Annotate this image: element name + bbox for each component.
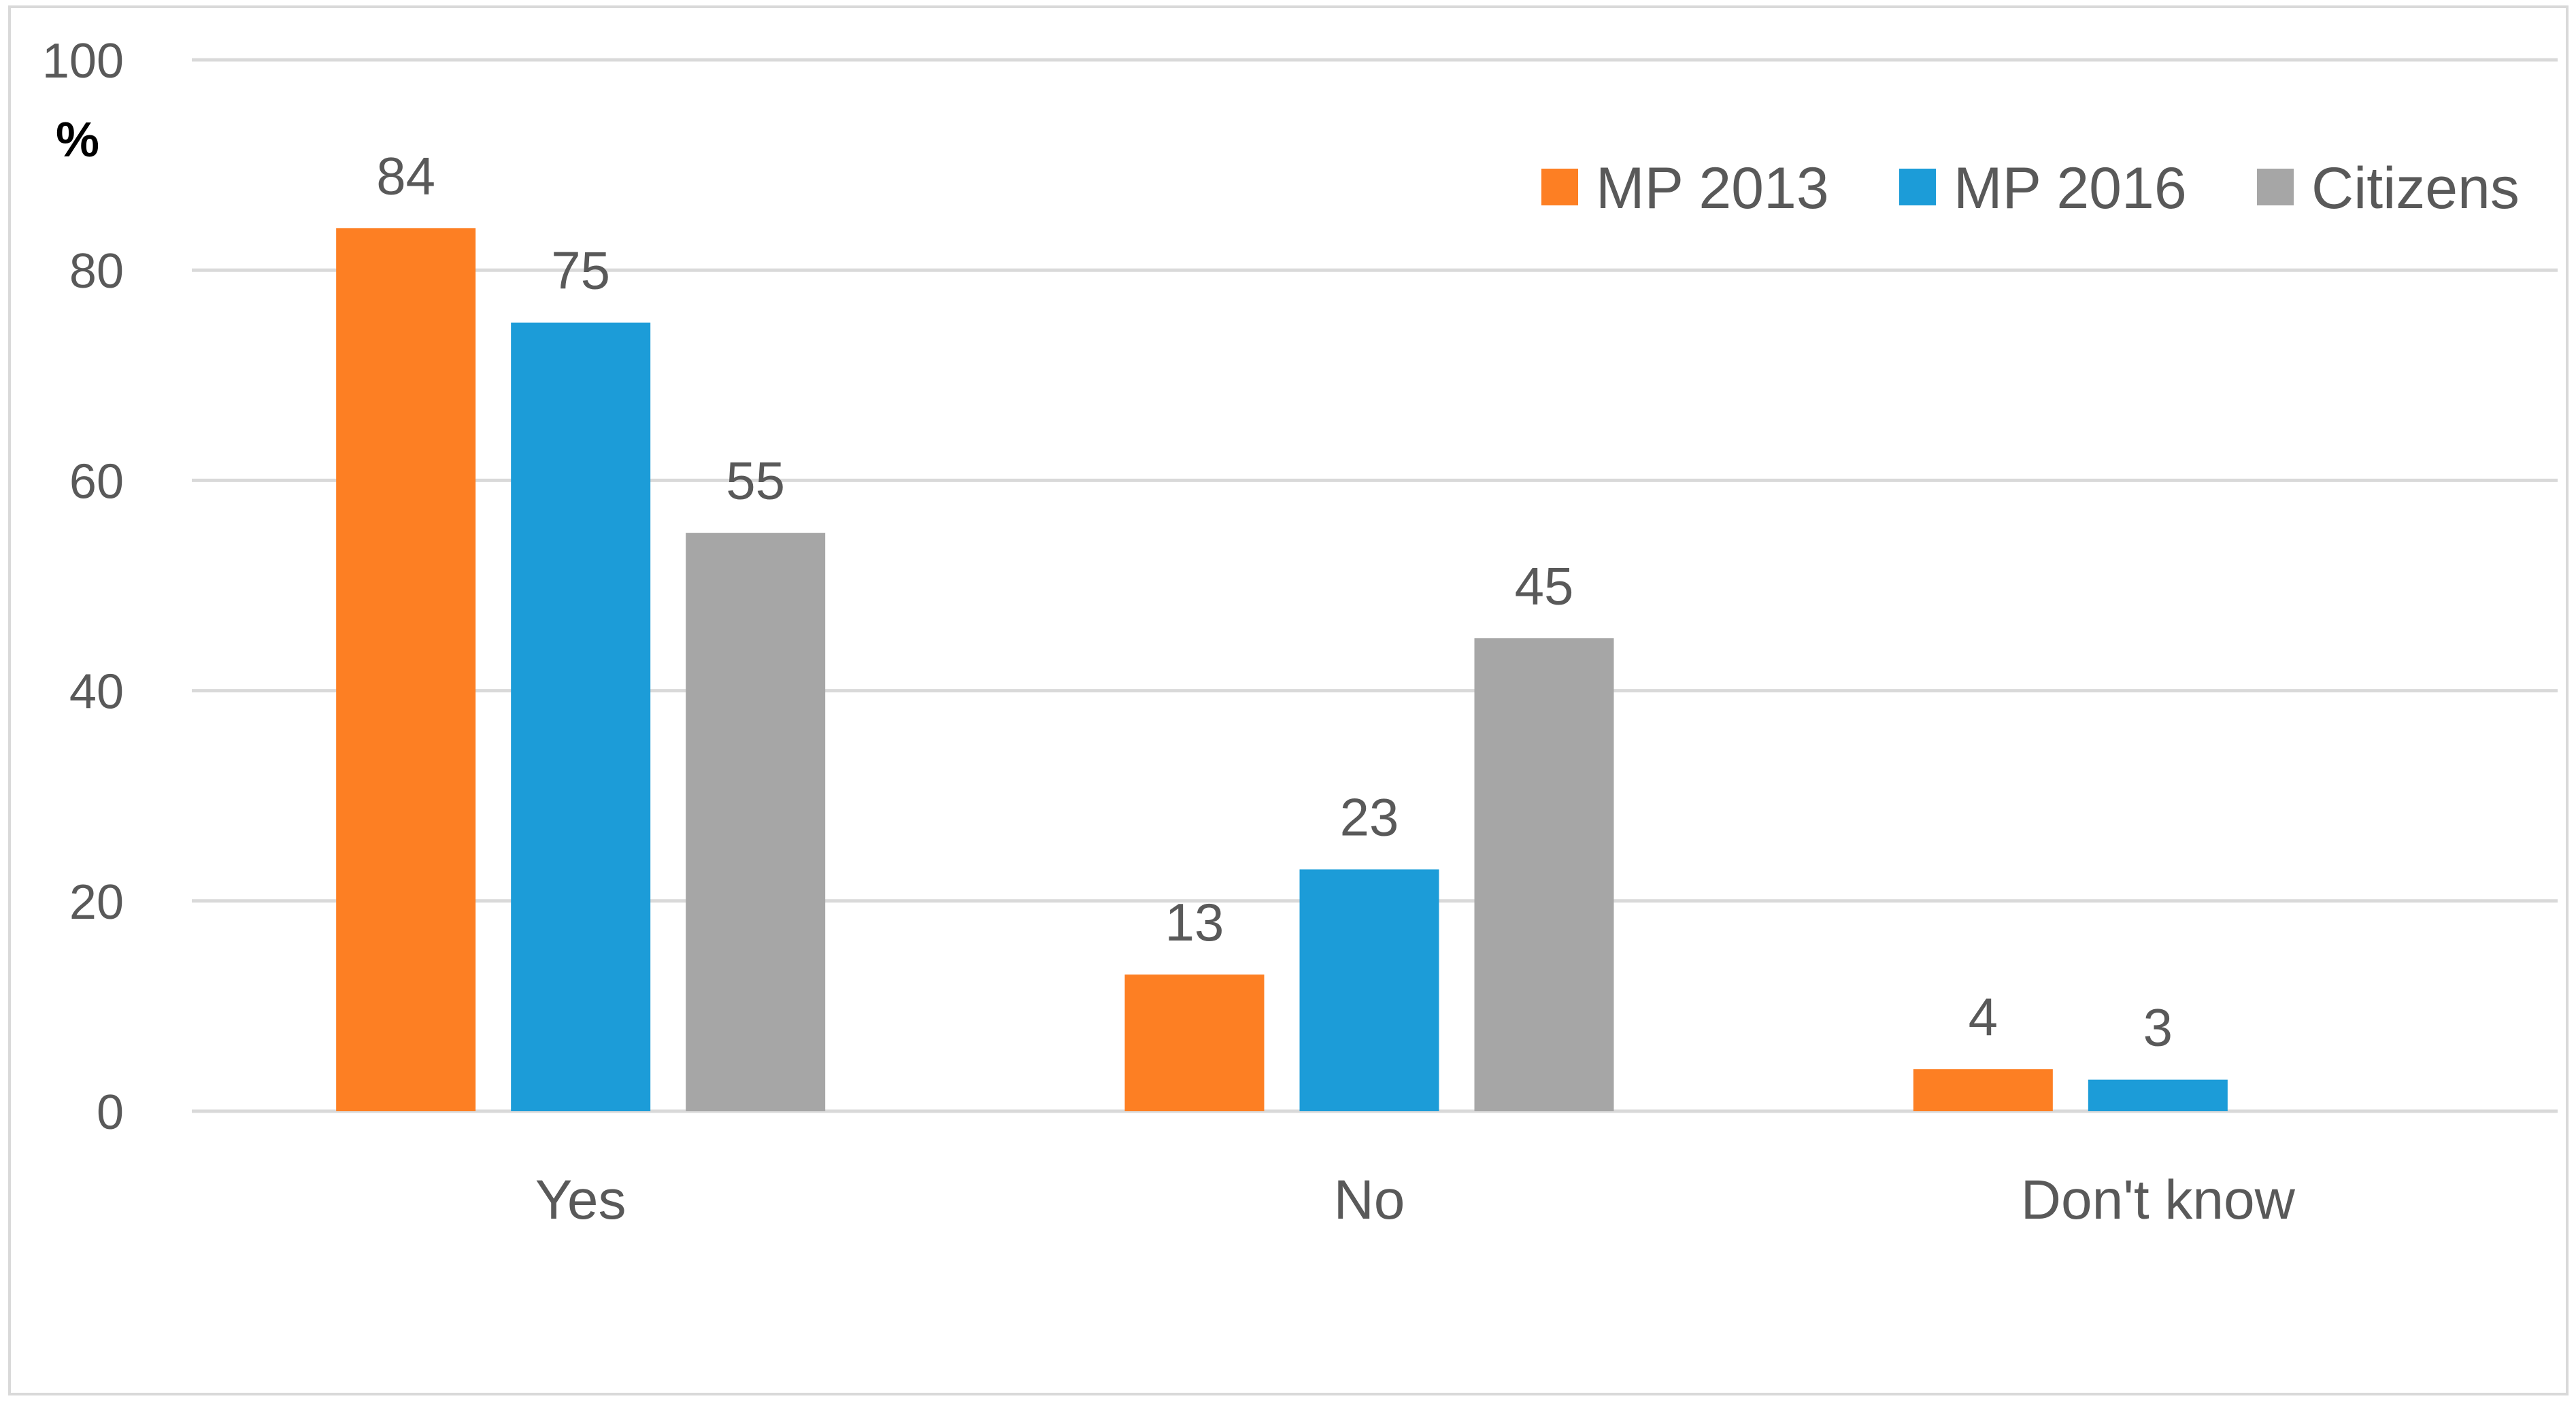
bars	[336, 228, 2228, 1111]
data-label: 75	[551, 241, 610, 301]
data-labels: 84 75 55 13 23 45 4 3	[376, 146, 2173, 1057]
bar-mp-2016-don-t-know	[2088, 1079, 2228, 1111]
y-tick-label: 40	[69, 665, 124, 720]
y-tick-label: 60	[69, 454, 124, 509]
data-label: 23	[1340, 787, 1399, 847]
data-label: 45	[1515, 556, 1574, 615]
y-tick-label: 0	[97, 1085, 124, 1140]
legend-swatch	[1541, 169, 1578, 205]
data-label: 13	[1165, 892, 1224, 952]
legend-label: MP 2016	[1954, 156, 2187, 221]
bar-mp-2016-yes	[511, 322, 651, 1111]
legend: MP 2013 MP 2016 Citizens	[1541, 156, 2520, 221]
data-label: 84	[376, 146, 435, 205]
bar-mp-2016-no	[1299, 869, 1439, 1111]
x-category-label: No	[1334, 1169, 1405, 1231]
bar-mp-2013-yes	[336, 228, 476, 1111]
bar-mp-2013-don-t-know	[1913, 1069, 2053, 1111]
bar-mp-2013-no	[1124, 975, 1265, 1111]
y-axis-ticks: 0 20 40 60 80 100	[42, 34, 124, 1140]
x-axis-categories: Yes No Don't know	[535, 1169, 2296, 1231]
legend-label: MP 2013	[1596, 156, 1829, 221]
data-label: 3	[2143, 998, 2173, 1057]
legend-swatch	[1899, 169, 1936, 205]
x-category-label: Yes	[535, 1169, 626, 1231]
x-category-label: Don't know	[2021, 1169, 2296, 1231]
data-label: 4	[1969, 987, 1998, 1047]
data-label: 55	[726, 451, 785, 511]
bar-citizens-yes	[686, 532, 826, 1111]
y-tick-label: 80	[69, 244, 124, 299]
y-tick-label: 100	[42, 34, 124, 88]
legend-label: Citizens	[2311, 156, 2520, 221]
y-tick-label: 20	[69, 875, 124, 930]
bar-citizens-no	[1474, 638, 1614, 1111]
legend-swatch	[2257, 169, 2294, 205]
y-axis-unit-label: %	[56, 113, 99, 167]
